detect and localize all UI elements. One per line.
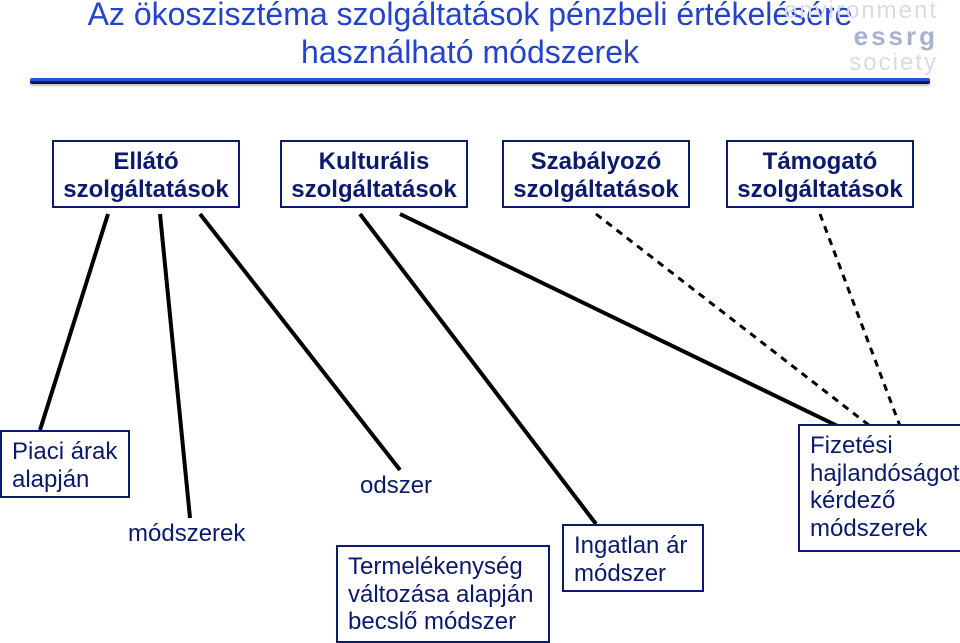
- method-label-line: módszer: [574, 560, 692, 588]
- page-title-line2: használható módszerek: [60, 34, 880, 71]
- method-box: Fizetésihajlandóságotkérdezőmódszerek: [798, 424, 960, 552]
- method-label-line: kérdező: [810, 487, 954, 515]
- title-underline: [30, 78, 930, 84]
- service-label-line1: Szabályozó: [512, 148, 680, 176]
- service-label-line2: szolgáltatások: [290, 176, 458, 204]
- service-box: Támogatószolgáltatások: [726, 140, 914, 208]
- service-box: Szabályozószolgáltatások: [502, 140, 690, 208]
- method-box: Ingatlan ármódszer: [562, 524, 704, 592]
- method-label-line: Ingatlan ár: [574, 532, 692, 560]
- page-title-line1: Az ökoszisztéma szolgáltatások pénzbeli …: [60, 0, 880, 33]
- service-label-line1: Kulturális: [290, 148, 458, 176]
- text-fragment: módszerek: [128, 520, 245, 548]
- method-label-line: Piaci árak: [12, 438, 118, 466]
- method-label-line: Termelékenység: [348, 553, 538, 581]
- service-box: Kulturálisszolgáltatások: [280, 140, 468, 208]
- method-label-line: alapján: [12, 466, 118, 494]
- method-label-line: hajlandóságot: [810, 460, 954, 488]
- edge: [160, 214, 190, 518]
- edge: [200, 214, 400, 470]
- text-fragment: odszer: [360, 472, 432, 500]
- watermark-logo: essrg: [784, 23, 938, 50]
- service-box: Ellátószolgáltatások: [52, 140, 240, 208]
- edge: [400, 214, 850, 432]
- service-label-line2: szolgáltatások: [62, 176, 230, 204]
- edge: [596, 214, 870, 426]
- service-label-line1: Támogató: [736, 148, 904, 176]
- watermark-line3: society: [784, 50, 938, 75]
- method-label-line: Fizetési: [810, 432, 954, 460]
- watermark: environment essrg society: [784, 0, 938, 76]
- service-label-line1: Ellátó: [62, 148, 230, 176]
- method-label-line: becslő módszer: [348, 608, 538, 636]
- method-box: Termelékenységváltozása alapjánbecslő mó…: [336, 545, 550, 643]
- edge: [820, 214, 900, 426]
- method-label-line: változása alapján: [348, 581, 538, 609]
- edge: [40, 214, 108, 430]
- method-label-line: módszerek: [810, 515, 954, 543]
- service-label-line2: szolgáltatások: [512, 176, 680, 204]
- method-box: Piaci árakalapján: [0, 430, 130, 498]
- service-label-line2: szolgáltatások: [736, 176, 904, 204]
- watermark-line1: environment: [784, 0, 938, 23]
